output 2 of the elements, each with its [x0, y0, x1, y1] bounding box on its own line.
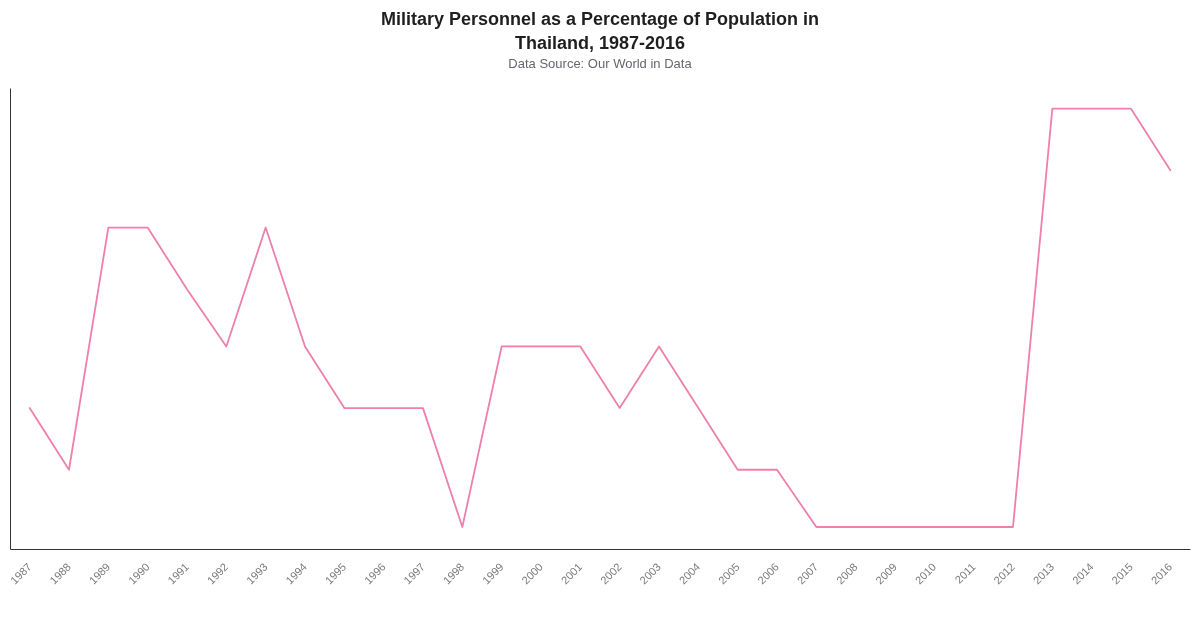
chart-subtitle: Data Source: Our World in Data	[508, 56, 693, 71]
chart-title: Military Personnel as a Percentage of Population in Thailand, 1987-2016	[380, 9, 820, 53]
